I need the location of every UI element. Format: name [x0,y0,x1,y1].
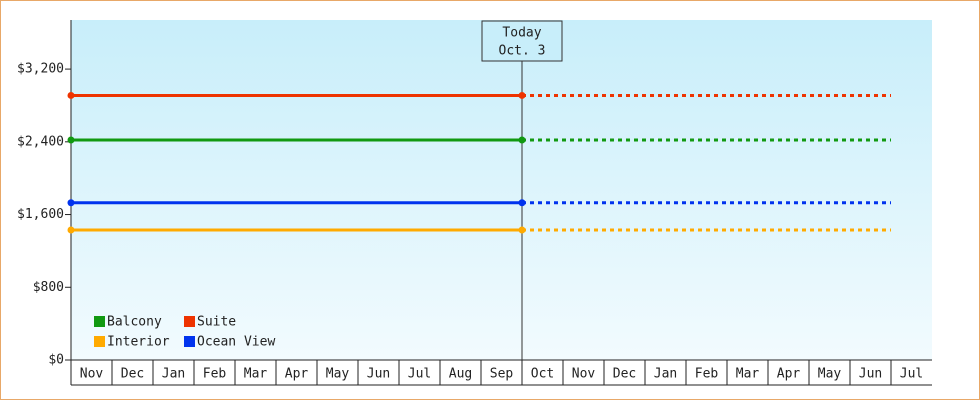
x-tick-label: Jul [408,367,431,382]
legend-swatch [94,336,105,347]
x-tick-label: Dec [613,367,636,382]
y-tick-label: $0 [48,353,64,368]
point [518,199,526,207]
x-tick-label: May [326,367,350,382]
x-tick-label: Jun [859,367,882,382]
x-tick-label: Oct [531,367,554,382]
y-tick-label: $1,600 [17,207,64,222]
point [518,136,526,144]
x-tick-label: Apr [777,367,801,382]
legend-label: Suite [197,315,236,330]
legend-swatch [184,336,195,347]
point [518,226,526,234]
x-tick-label: Nov [80,367,104,382]
point [67,199,75,207]
plot-area [71,20,932,360]
y-tick-label: $3,200 [17,62,64,77]
legend-label: Interior [107,335,170,350]
legend-label: Balcony [107,315,162,330]
x-tick-label: Jun [367,367,390,382]
legend-swatch [94,316,105,327]
today-box [481,20,563,62]
today-title: Today [502,26,541,41]
point [518,91,526,99]
point [67,91,75,99]
legend-label: Ocean View [197,335,275,350]
x-tick-label: Nov [572,367,596,382]
x-tick-label: Mar [244,367,268,382]
y-tick-label: $2,400 [17,134,64,149]
x-tick-label: Jan [654,367,677,382]
x-tick-label: Jan [162,367,185,382]
legend-swatch [184,316,195,327]
today-date: Oct. 3 [499,44,546,59]
x-tick-label: Apr [285,367,309,382]
x-tick-label: Feb [203,367,227,382]
x-tick-label: Feb [695,367,719,382]
x-tick-label: Dec [121,367,144,382]
point [67,136,75,144]
x-tick-label: Mar [736,367,760,382]
y-tick-label: $800 [33,280,64,295]
x-tick-label: Aug [449,367,472,382]
x-tick-label: Sep [490,367,514,382]
x-tick-label: May [818,367,842,382]
x-tick-label: Jul [900,367,923,382]
point [67,226,75,234]
